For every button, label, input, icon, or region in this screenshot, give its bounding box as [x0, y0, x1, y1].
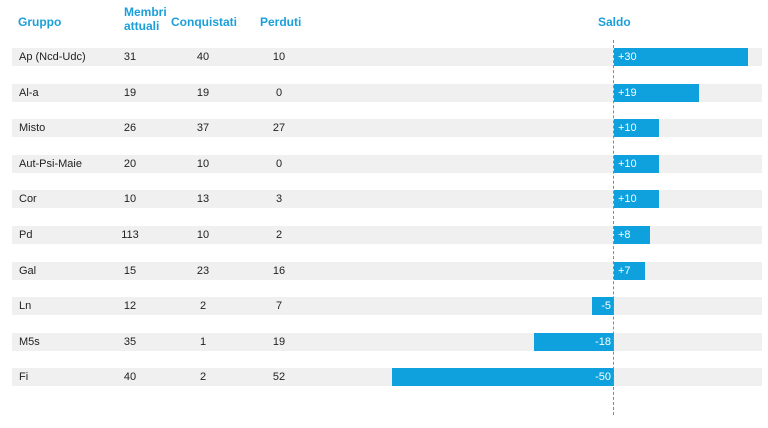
table-row [12, 190, 762, 208]
header-membri-line2: attuali [124, 19, 160, 33]
cell-conquistati: 10 [196, 158, 210, 170]
saldo-bar [614, 226, 650, 244]
saldo-label: +7 [618, 265, 631, 277]
cell-gruppo: Aut-Psi-Maie [19, 158, 82, 170]
cell-perduti: 2 [275, 229, 283, 241]
saldo-label: +19 [618, 87, 637, 99]
saldo-label: +8 [618, 229, 631, 241]
cell-membri: 19 [123, 87, 137, 99]
cell-membri: 10 [123, 193, 137, 205]
saldo-bar [614, 119, 659, 137]
cell-conquistati: 1 [199, 336, 207, 348]
cell-membri: 40 [123, 371, 137, 383]
saldo-bar [591, 297, 614, 315]
cell-gruppo: Al-a [19, 87, 39, 99]
saldo-bar [614, 190, 659, 208]
cell-membri: 113 [121, 229, 139, 241]
cell-conquistati: 13 [196, 193, 210, 205]
cell-conquistati: 2 [199, 371, 207, 383]
header-gruppo: Gruppo [18, 15, 62, 29]
saldo-bar [614, 84, 699, 102]
cell-perduti: 0 [275, 87, 283, 99]
cell-perduti: 27 [272, 122, 286, 134]
cell-perduti: 16 [272, 265, 286, 277]
cell-gruppo: Cor [19, 193, 37, 205]
header-conquistati: Conquistati [171, 15, 237, 29]
cell-conquistati: 2 [199, 300, 207, 312]
table-row [12, 226, 762, 244]
saldo-label: -50 [595, 371, 611, 383]
cell-gruppo: Fi [19, 371, 29, 383]
saldo-label: -18 [595, 336, 611, 348]
zero-axis-line [613, 40, 614, 415]
cell-gruppo: M5s [19, 336, 40, 348]
cell-membri: 12 [123, 300, 137, 312]
cell-perduti: 52 [272, 371, 286, 383]
cell-conquistati: 40 [196, 51, 210, 63]
cell-gruppo: Pd [19, 229, 33, 241]
cell-perduti: 0 [275, 158, 283, 170]
saldo-bar [614, 262, 646, 280]
table-row [12, 84, 762, 102]
saldo-bar [614, 155, 659, 173]
table-row [12, 155, 762, 173]
cell-gruppo: Ap (Ncd-Udc) [19, 51, 86, 63]
table-row [12, 262, 762, 280]
cell-membri: 20 [123, 158, 137, 170]
saldo-label: +10 [618, 122, 637, 134]
saldo-label: +10 [618, 158, 637, 170]
cell-conquistati: 37 [196, 122, 210, 134]
cell-membri: 15 [123, 265, 137, 277]
cell-gruppo: Misto [19, 122, 46, 134]
saldo-bar [614, 48, 748, 66]
saldo-bar [391, 368, 614, 386]
table-row [12, 297, 762, 315]
cell-conquistati: 10 [196, 229, 210, 241]
header-saldo: Saldo [598, 15, 631, 29]
table-row [12, 119, 762, 137]
cell-perduti: 10 [272, 51, 286, 63]
cell-perduti: 19 [272, 336, 286, 348]
cell-perduti: 7 [275, 300, 283, 312]
cell-gruppo: Ln [19, 300, 32, 312]
cell-conquistati: 19 [196, 87, 210, 99]
cell-conquistati: 23 [196, 265, 210, 277]
saldo-bar [533, 333, 614, 351]
cell-membri: 35 [123, 336, 137, 348]
header-perduti: Perduti [260, 15, 302, 29]
saldo-label: +10 [618, 193, 637, 205]
cell-membri: 26 [123, 122, 137, 134]
saldo-label: -5 [601, 300, 611, 312]
header-membri: Membri attuali [124, 5, 168, 33]
cell-gruppo: Gal [19, 265, 37, 277]
cell-perduti: 3 [275, 193, 283, 205]
table-row [12, 48, 762, 66]
cell-membri: 31 [123, 51, 137, 63]
header-membri-line1: Membri [124, 5, 167, 19]
saldo-label: +30 [618, 51, 637, 63]
